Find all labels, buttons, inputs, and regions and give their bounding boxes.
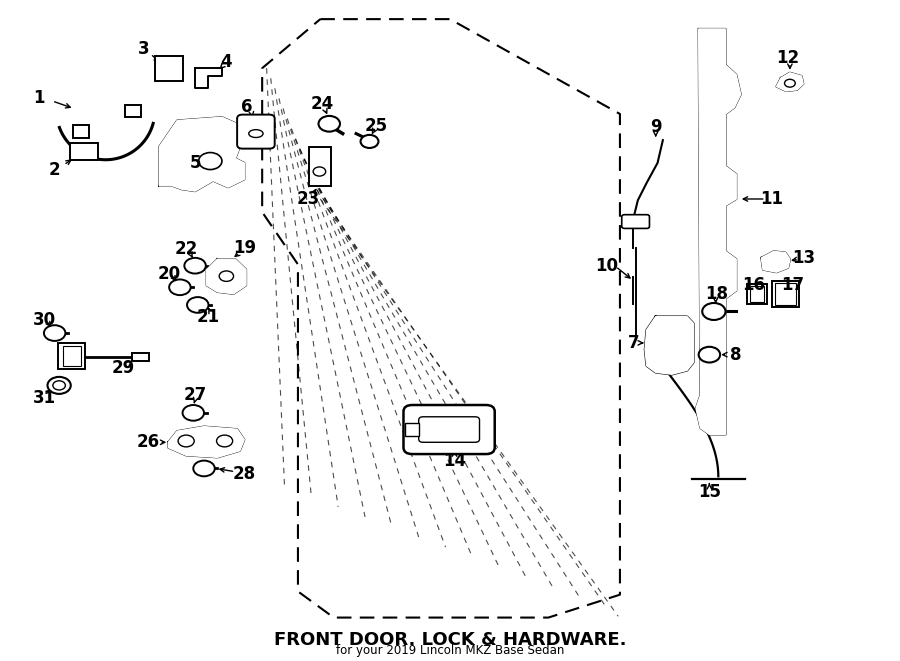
Circle shape — [184, 258, 206, 274]
Circle shape — [194, 461, 215, 477]
Text: 27: 27 — [184, 386, 207, 404]
Circle shape — [698, 347, 720, 362]
Text: 11: 11 — [760, 190, 784, 208]
Bar — [155, 56, 184, 81]
FancyBboxPatch shape — [747, 284, 767, 303]
Text: 2: 2 — [49, 161, 60, 178]
Text: 26: 26 — [137, 434, 160, 451]
Text: 28: 28 — [233, 465, 256, 483]
Text: 8: 8 — [731, 346, 742, 364]
Bar — [58, 343, 86, 369]
Polygon shape — [159, 117, 248, 191]
Text: 17: 17 — [781, 276, 804, 294]
Text: FRONT DOOR. LOCK & HARDWARE.: FRONT DOOR. LOCK & HARDWARE. — [274, 631, 626, 650]
Text: 30: 30 — [33, 311, 57, 329]
Text: 10: 10 — [595, 256, 618, 275]
Text: 14: 14 — [443, 451, 466, 469]
FancyBboxPatch shape — [70, 143, 98, 160]
Text: 19: 19 — [233, 239, 256, 257]
Polygon shape — [645, 317, 693, 374]
Bar — [125, 106, 141, 117]
Circle shape — [178, 435, 194, 447]
FancyBboxPatch shape — [622, 215, 650, 229]
Bar — [63, 346, 81, 366]
Circle shape — [53, 381, 66, 390]
Bar — [132, 354, 148, 361]
Text: 20: 20 — [158, 265, 181, 283]
Circle shape — [183, 405, 204, 420]
Polygon shape — [207, 259, 246, 294]
Bar — [73, 125, 88, 138]
Bar — [309, 147, 331, 186]
Circle shape — [44, 325, 66, 341]
Text: 16: 16 — [742, 276, 766, 294]
Text: 3: 3 — [139, 40, 150, 58]
Circle shape — [361, 135, 378, 148]
Circle shape — [199, 153, 222, 170]
Polygon shape — [168, 426, 244, 457]
Text: 7: 7 — [627, 334, 639, 352]
Text: 15: 15 — [698, 483, 721, 501]
Circle shape — [187, 297, 209, 313]
Ellipse shape — [248, 130, 263, 137]
Polygon shape — [777, 73, 804, 91]
Circle shape — [313, 167, 326, 176]
Text: 1: 1 — [32, 89, 44, 106]
Text: 24: 24 — [310, 95, 334, 113]
Text: 6: 6 — [241, 98, 253, 116]
Polygon shape — [696, 29, 741, 434]
Polygon shape — [761, 251, 790, 272]
Bar — [750, 286, 764, 301]
FancyBboxPatch shape — [403, 405, 495, 454]
Bar — [772, 281, 799, 307]
Text: for your 2019 Lincoln MKZ Base Sedan: for your 2019 Lincoln MKZ Base Sedan — [336, 644, 564, 657]
Bar — [405, 422, 418, 436]
Text: 29: 29 — [112, 359, 135, 377]
Text: 31: 31 — [33, 389, 57, 407]
Text: 25: 25 — [364, 117, 387, 135]
FancyBboxPatch shape — [418, 417, 480, 442]
Circle shape — [220, 271, 233, 282]
Polygon shape — [195, 68, 222, 88]
Text: 22: 22 — [175, 241, 198, 258]
Text: 5: 5 — [189, 154, 201, 172]
Circle shape — [169, 280, 191, 295]
Text: 21: 21 — [197, 308, 220, 326]
FancyBboxPatch shape — [237, 114, 274, 149]
Circle shape — [785, 79, 796, 87]
Text: 9: 9 — [650, 118, 662, 136]
Circle shape — [48, 377, 71, 394]
Text: 23: 23 — [297, 190, 320, 208]
Text: 18: 18 — [705, 285, 728, 303]
Text: 12: 12 — [777, 50, 800, 67]
Circle shape — [702, 303, 725, 320]
Circle shape — [217, 435, 232, 447]
Circle shape — [319, 116, 340, 132]
Text: 4: 4 — [220, 53, 232, 71]
Text: 13: 13 — [792, 249, 814, 267]
Bar — [775, 283, 796, 305]
